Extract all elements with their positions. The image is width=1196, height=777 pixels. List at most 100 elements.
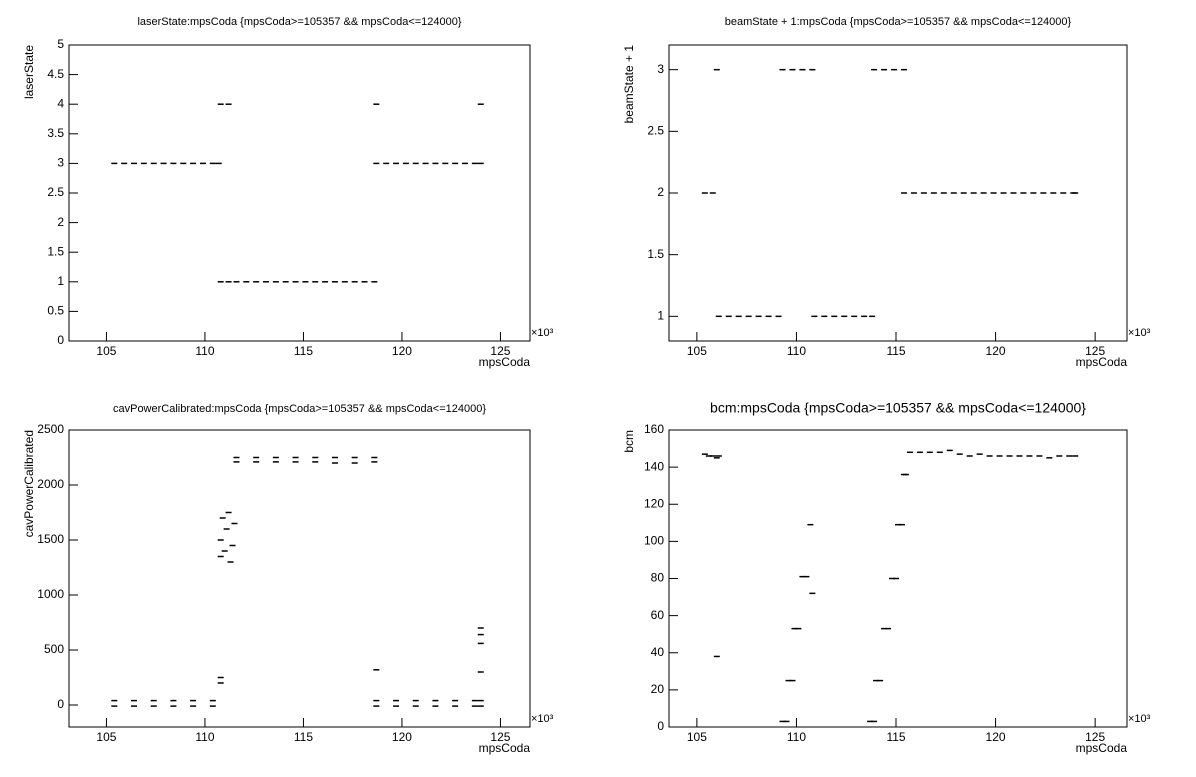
point bbox=[960, 192, 967, 194]
point bbox=[871, 68, 878, 71]
point bbox=[393, 162, 400, 165]
chart-title: cavPowerCalibrated:mpsCoda {mpsCoda>=105… bbox=[113, 403, 486, 415]
y-tick-label: 2000 bbox=[37, 477, 64, 491]
point bbox=[735, 315, 742, 318]
point bbox=[900, 192, 907, 194]
point bbox=[190, 162, 197, 165]
point bbox=[851, 315, 858, 318]
point bbox=[140, 162, 147, 165]
x-tick-label: 120 bbox=[392, 344, 412, 358]
y-tick-label: 140 bbox=[644, 459, 664, 473]
point bbox=[996, 455, 1003, 457]
point bbox=[231, 522, 238, 525]
point bbox=[1072, 192, 1079, 194]
point bbox=[341, 281, 348, 283]
point bbox=[217, 682, 224, 684]
point bbox=[190, 705, 197, 707]
point bbox=[225, 281, 232, 283]
point bbox=[715, 455, 722, 457]
point bbox=[477, 162, 484, 165]
y-tick-label: 120 bbox=[644, 496, 664, 510]
point bbox=[111, 699, 118, 702]
point bbox=[170, 162, 177, 165]
point bbox=[432, 705, 439, 707]
point bbox=[452, 162, 459, 165]
point bbox=[217, 555, 224, 558]
point bbox=[477, 705, 484, 707]
point bbox=[412, 162, 419, 165]
point bbox=[709, 455, 716, 457]
x-tick-label: 120 bbox=[986, 730, 1006, 744]
x-axis-label: mpsCoda bbox=[479, 741, 531, 755]
point bbox=[215, 162, 222, 165]
x-multiplier: ×10³ bbox=[1128, 713, 1151, 725]
x-tick-label: 110 bbox=[195, 730, 214, 744]
point bbox=[1056, 455, 1063, 457]
point bbox=[893, 577, 900, 580]
point bbox=[442, 162, 449, 165]
point bbox=[791, 627, 798, 630]
point bbox=[930, 192, 937, 194]
point bbox=[1000, 192, 1007, 194]
point bbox=[877, 679, 884, 682]
point bbox=[1060, 192, 1067, 194]
y-tick-label: 500 bbox=[44, 642, 64, 656]
point bbox=[383, 162, 390, 165]
point bbox=[209, 705, 216, 707]
x-tick-label: 120 bbox=[986, 344, 1006, 358]
point bbox=[881, 627, 888, 630]
point bbox=[713, 68, 720, 71]
point bbox=[789, 68, 796, 71]
point bbox=[910, 192, 917, 194]
point bbox=[432, 699, 439, 702]
point bbox=[209, 162, 216, 165]
x-tick-label: 115 bbox=[294, 344, 313, 358]
x-tick-label: 125 bbox=[1085, 730, 1105, 744]
point bbox=[809, 68, 816, 71]
point bbox=[322, 281, 329, 283]
y-tick-label: 160 bbox=[644, 422, 664, 436]
point bbox=[1072, 455, 1079, 457]
point bbox=[229, 544, 236, 547]
point bbox=[477, 642, 484, 645]
point bbox=[869, 315, 876, 318]
x-tick-label: 120 bbox=[392, 730, 412, 744]
point bbox=[701, 453, 708, 455]
y-tick-label: 100 bbox=[644, 534, 664, 548]
point bbox=[373, 162, 380, 165]
point bbox=[891, 68, 898, 71]
point bbox=[1016, 455, 1023, 457]
point bbox=[412, 699, 419, 702]
point bbox=[111, 162, 118, 165]
point bbox=[393, 699, 400, 702]
y-tick-label: 2 bbox=[57, 215, 64, 229]
plot-frame bbox=[68, 44, 531, 342]
plot-frame bbox=[68, 429, 531, 728]
point bbox=[477, 627, 484, 629]
point bbox=[233, 456, 240, 459]
y-tick-label: 4.5 bbox=[47, 67, 64, 81]
point bbox=[331, 456, 338, 459]
x-tick-label: 125 bbox=[490, 730, 510, 744]
point bbox=[373, 705, 380, 707]
x-tick-label: 110 bbox=[787, 344, 806, 358]
point bbox=[219, 517, 226, 519]
point bbox=[1046, 457, 1053, 459]
point bbox=[373, 699, 380, 702]
point bbox=[803, 575, 810, 578]
y-axis-label: cavPowerCalibrated bbox=[22, 430, 36, 537]
y-tick-label: 0 bbox=[657, 719, 664, 733]
point bbox=[980, 192, 987, 194]
point bbox=[889, 577, 896, 580]
point bbox=[253, 456, 260, 459]
point bbox=[885, 627, 892, 630]
point bbox=[452, 699, 459, 702]
point bbox=[807, 523, 814, 526]
point bbox=[471, 699, 478, 702]
x-tick-label: 115 bbox=[886, 730, 905, 744]
x-tick-label: 125 bbox=[1085, 344, 1105, 358]
point bbox=[402, 162, 409, 165]
point bbox=[898, 523, 905, 526]
